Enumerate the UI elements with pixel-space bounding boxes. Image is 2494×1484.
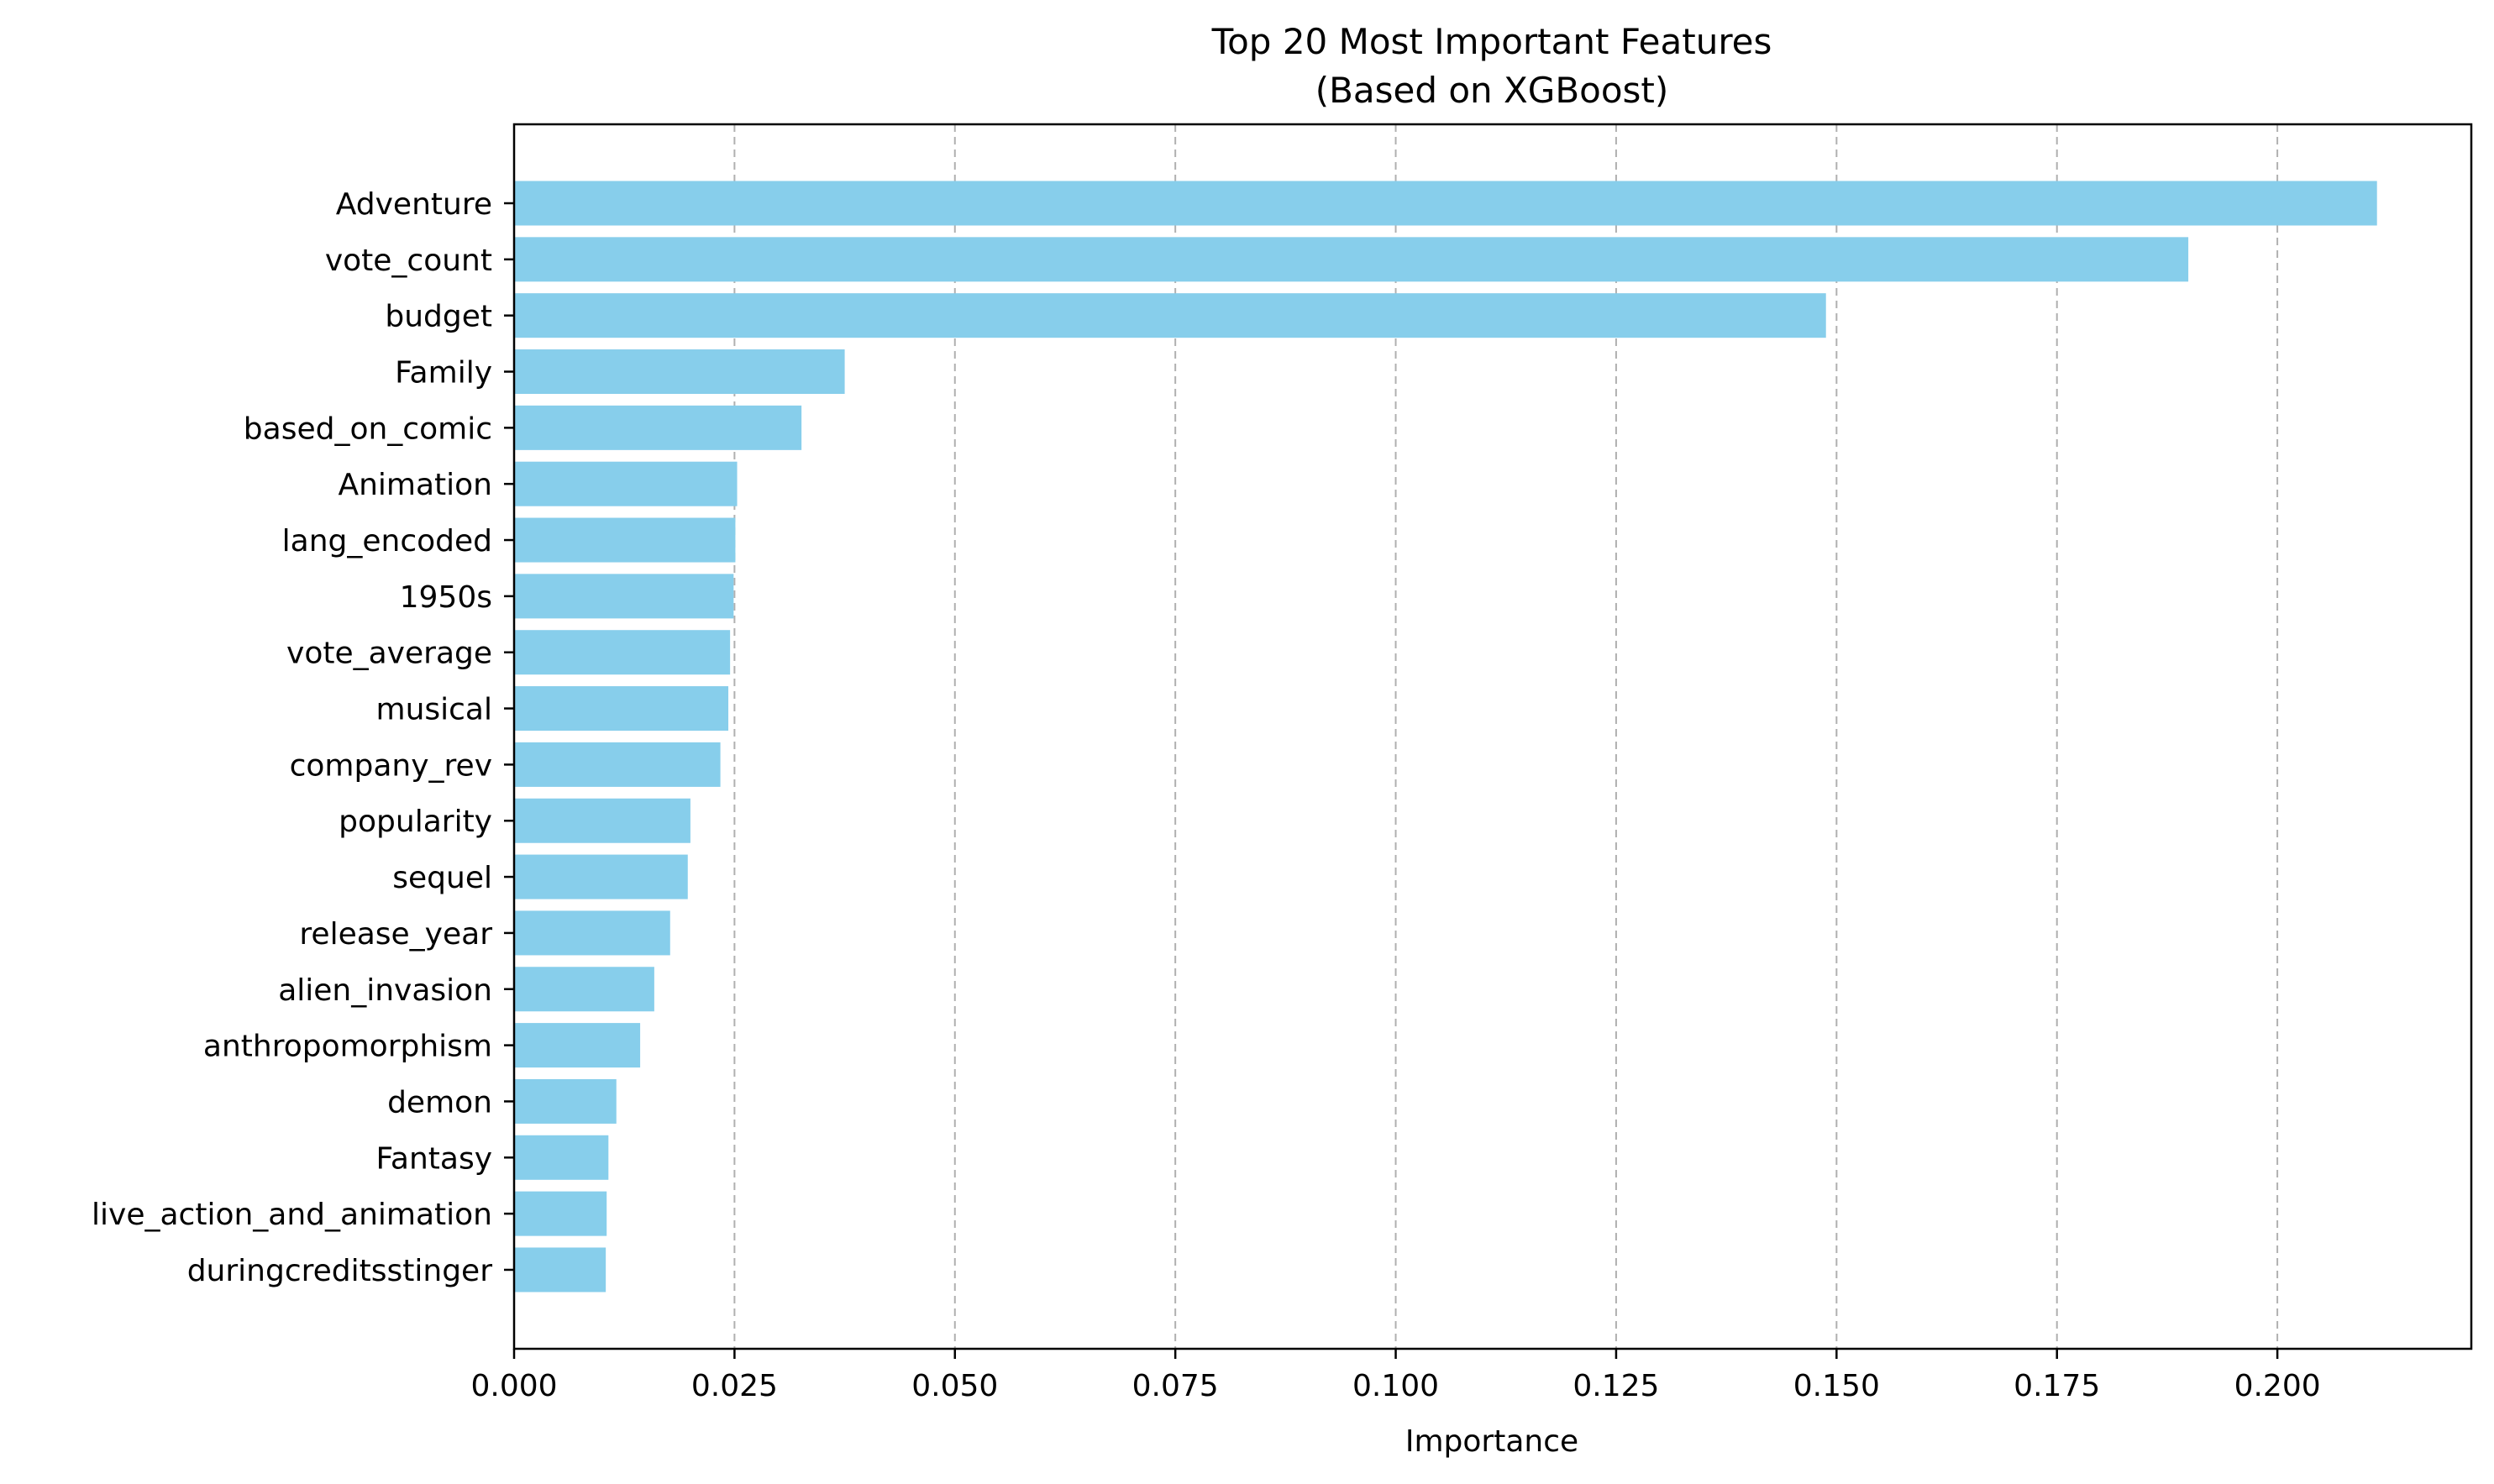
y-tick-label: company_rev	[290, 748, 492, 783]
chart-title-line2: (Based on XGBoost)	[1315, 70, 1669, 111]
y-tick-label: sequel	[392, 861, 492, 895]
y-tick-label: live_action_and_animation	[92, 1198, 492, 1232]
x-tick-label: 0.150	[1793, 1369, 1880, 1403]
y-tick-label: duringcreditsstinger	[187, 1254, 493, 1288]
bar	[514, 405, 802, 450]
y-tick-label: Animation	[338, 468, 492, 502]
y-tick-label: budget	[385, 300, 492, 334]
y-tick-label: based_on_comic	[244, 412, 492, 446]
y-tick-label: popularity	[339, 805, 492, 839]
y-tick-label: vote_count	[325, 244, 492, 278]
bar	[514, 349, 845, 395]
bar	[514, 1191, 607, 1236]
bar	[514, 798, 690, 843]
x-tick-label: 0.125	[1573, 1369, 1659, 1403]
y-tick-label: musical	[376, 693, 493, 727]
plot-frame	[512, 123, 2473, 1350]
bar	[514, 742, 721, 787]
y-tick-label: alien_invasion	[278, 973, 492, 1008]
x-tick-label: 0.100	[1352, 1369, 1439, 1403]
bar	[514, 854, 688, 899]
bar	[514, 1135, 609, 1180]
bar	[514, 237, 2189, 282]
x-axis-label: Importance	[1405, 1424, 1578, 1459]
y-tick-label: 1950s	[400, 580, 492, 615]
bar	[514, 686, 729, 732]
y-tick-label: Family	[395, 356, 492, 391]
bars	[514, 181, 2377, 1293]
y-tick-label: anthropomorphism	[203, 1030, 492, 1064]
y-tick-label: release_year	[299, 917, 492, 952]
bar	[514, 181, 2377, 226]
bar	[514, 967, 654, 1012]
bar	[514, 1023, 641, 1068]
bar	[514, 574, 734, 619]
bar	[514, 1247, 606, 1293]
bar	[514, 630, 731, 675]
y-tick-label: lang_encoded	[282, 524, 492, 558]
bar	[514, 517, 736, 563]
y-tick-label: vote_average	[286, 637, 492, 671]
y-tick-label: demon	[387, 1085, 492, 1120]
bar	[514, 1078, 617, 1124]
x-tick-label: 0.200	[2234, 1369, 2321, 1403]
x-tick-label: 0.050	[911, 1369, 998, 1403]
x-tick-labels: 0.000 0.025 0.050 0.075 0.100 0.125 0.150 0.175…	[470, 1349, 2321, 1403]
bar	[514, 910, 670, 956]
bar	[514, 461, 738, 506]
bar	[514, 293, 1826, 338]
y-tick-label: Adventure	[336, 187, 492, 222]
chart-title-line1: Top 20 Most Important Features	[1211, 21, 1772, 62]
x-tick-label: 0.000	[470, 1369, 557, 1403]
x-tick-label: 0.175	[2014, 1369, 2100, 1403]
y-tick-label: Fantasy	[375, 1141, 492, 1176]
x-tick-label: 0.025	[691, 1369, 778, 1403]
x-tick-label: 0.075	[1132, 1369, 1219, 1403]
